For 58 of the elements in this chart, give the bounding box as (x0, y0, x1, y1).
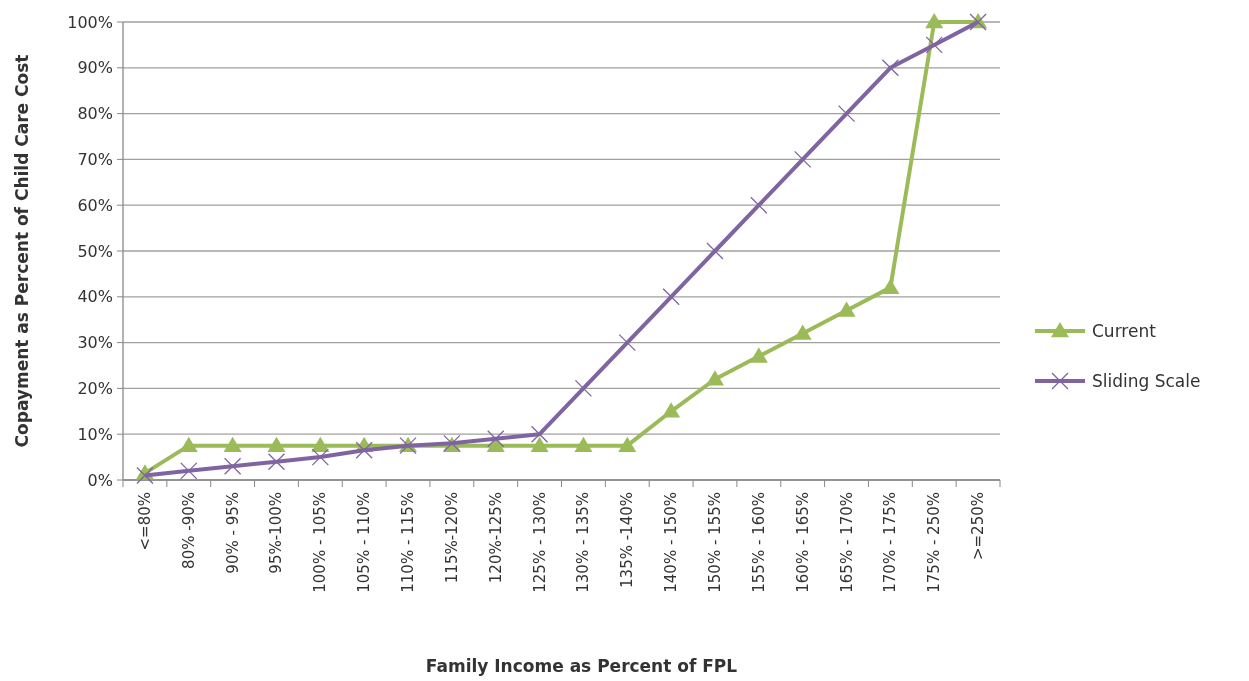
legend-label: Sliding Scale (1092, 370, 1201, 391)
x-tick-label: 130% - 135% (574, 492, 593, 593)
y-tick-label: 80% (77, 104, 113, 124)
y-tick-label: 60% (77, 195, 113, 215)
y-tick-label: 50% (77, 241, 113, 261)
point (881, 59, 900, 77)
point (793, 324, 812, 340)
y-tick-label: 30% (77, 333, 113, 353)
x-tick-label: 135% -140% (618, 492, 637, 588)
x-tick-label: 160% - 165% (793, 492, 812, 593)
x-tick-label: 165% - 170% (837, 492, 856, 593)
point (487, 430, 505, 448)
point (180, 462, 198, 480)
x-tick-label: 170% - 175% (881, 492, 900, 593)
point (530, 436, 549, 452)
x-tick-label: 125% - 130% (530, 492, 549, 593)
point (662, 402, 681, 418)
x-tick-label: >=250% (969, 492, 988, 561)
point (925, 36, 943, 54)
point (267, 436, 286, 452)
x-tick-label: 155% - 160% (749, 492, 768, 593)
x-axis-title: Family Income as Percent of FPL (425, 656, 738, 676)
point (311, 436, 330, 452)
point (223, 457, 242, 475)
x-tick-label: 105% - 110% (355, 492, 374, 593)
point (881, 278, 900, 294)
legend-label: Current (1092, 320, 1157, 341)
point (925, 13, 944, 29)
point (618, 436, 637, 452)
x-tick-label: 150% - 155% (705, 492, 724, 593)
x-tick-label: 120%-125% (486, 492, 505, 584)
x-tick-label: 80% -90% (179, 492, 198, 569)
point (267, 453, 286, 471)
point (530, 425, 549, 443)
y-tick-label: 20% (77, 379, 113, 398)
x-tick-label: 100% - 105% (311, 492, 330, 593)
x-tick-label: 110% - 115% (399, 492, 418, 593)
point (223, 436, 242, 452)
y-tick-label: 90% (77, 58, 113, 78)
x-tick-label: 175% - 250% (925, 492, 944, 593)
y-tick-label: 10% (77, 424, 113, 444)
point (705, 370, 724, 386)
point (749, 347, 768, 363)
y-tick-label: 70% (77, 150, 113, 169)
x-tick-label: 115%-120% (442, 492, 461, 584)
x-tick-label: 95%-100% (267, 492, 286, 574)
point (355, 441, 373, 459)
point (837, 301, 856, 317)
x-tick-label: 90% - 95% (223, 492, 242, 574)
point (311, 448, 329, 466)
point (136, 466, 154, 485)
y-tick-label: 40% (77, 287, 113, 307)
y-tick-label: 100% (67, 12, 113, 32)
x-tick-label: 140% - 150% (662, 492, 681, 593)
y-tick-label: 0% (87, 470, 113, 490)
x-tick-label: <=80% (135, 492, 154, 551)
point (574, 436, 593, 452)
y-axis-title: Copayment as Percent of Child Care Cost (12, 54, 32, 448)
